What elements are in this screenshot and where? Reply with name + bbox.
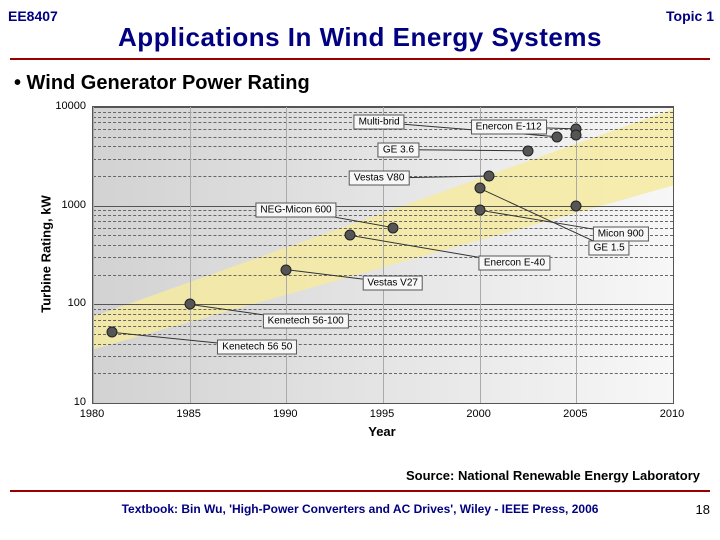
- page-number: 18: [696, 502, 710, 517]
- point-label-v80: Vestas V80: [349, 171, 410, 186]
- point-label-k5650: Kenetech 56 50: [217, 339, 297, 354]
- data-point-neg600: [387, 222, 398, 233]
- xtick-label: 2005: [555, 408, 595, 420]
- bullet-heading: • Wind Generator Power Rating: [14, 72, 310, 95]
- data-point-micon900: [474, 205, 485, 216]
- data-point-ge15: [474, 183, 485, 194]
- point-label-multi: Multi-brid: [354, 115, 405, 130]
- data-point-unl05b: [571, 130, 582, 141]
- point-label-micon900: Micon 900: [593, 226, 649, 241]
- data-point-v80: [484, 170, 495, 181]
- point-label-e40: Enercon E-40: [479, 256, 550, 271]
- data-point-multi: [552, 131, 563, 142]
- slide-title: Applications In Wind Energy Systems: [0, 22, 720, 53]
- xtick-label: 1980: [72, 408, 112, 420]
- plot-area: Kenetech 56 50 Kenetech 56-100 Vestas V27 E…: [92, 106, 674, 404]
- data-point-ge36: [523, 145, 534, 156]
- point-label-neg600: NEG-Micon 600: [255, 203, 336, 218]
- point-label-k56100: Kenetech 56-100: [263, 313, 349, 328]
- data-point-k56100: [184, 299, 195, 310]
- xtick-label: 1990: [265, 408, 305, 420]
- ytick-label: 10: [46, 396, 86, 408]
- data-point-e40: [345, 230, 356, 241]
- point-label-v27: Vestas V27: [362, 275, 423, 290]
- data-point-k5650: [107, 327, 118, 338]
- point-label-ge15: GE 1.5: [589, 241, 630, 256]
- data-point-v27: [281, 264, 292, 275]
- data-point-unl05a: [571, 200, 582, 211]
- xtick-label: 2000: [459, 408, 499, 420]
- ytick-label: 10000: [46, 100, 86, 112]
- y-axis-label: Turbine Rating, kW: [39, 195, 54, 312]
- xtick-label: 2010: [652, 408, 692, 420]
- x-axis-label: Year: [92, 424, 672, 439]
- xtick-label: 1985: [169, 408, 209, 420]
- top-rule: [10, 58, 710, 60]
- chart-container: Kenetech 56 50 Kenetech 56-100 Vestas V27 E…: [36, 100, 684, 460]
- bottom-rule: [10, 490, 710, 492]
- source-credit: Source: National Renewable Energy Labora…: [0, 468, 720, 483]
- point-label-e112: Enercon E-112: [471, 119, 547, 134]
- footer-text: Textbook: Bin Wu, 'High-Power Converters…: [0, 502, 720, 516]
- xtick-label: 1995: [362, 408, 402, 420]
- point-label-ge36: GE 3.6: [378, 142, 419, 157]
